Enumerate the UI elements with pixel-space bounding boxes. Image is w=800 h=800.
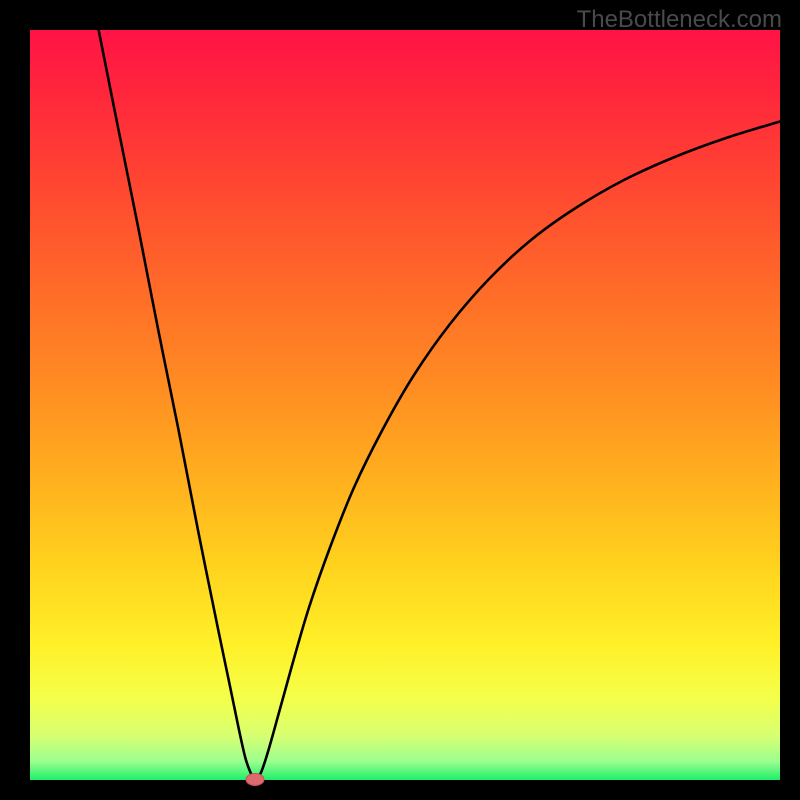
chart-stage: TheBottleneck.com [0,0,800,800]
optimal-point-marker [246,773,264,785]
watermark-text: TheBottleneck.com [577,6,782,34]
bottleneck-curve-plot [0,0,800,800]
gradient-background [30,30,780,780]
